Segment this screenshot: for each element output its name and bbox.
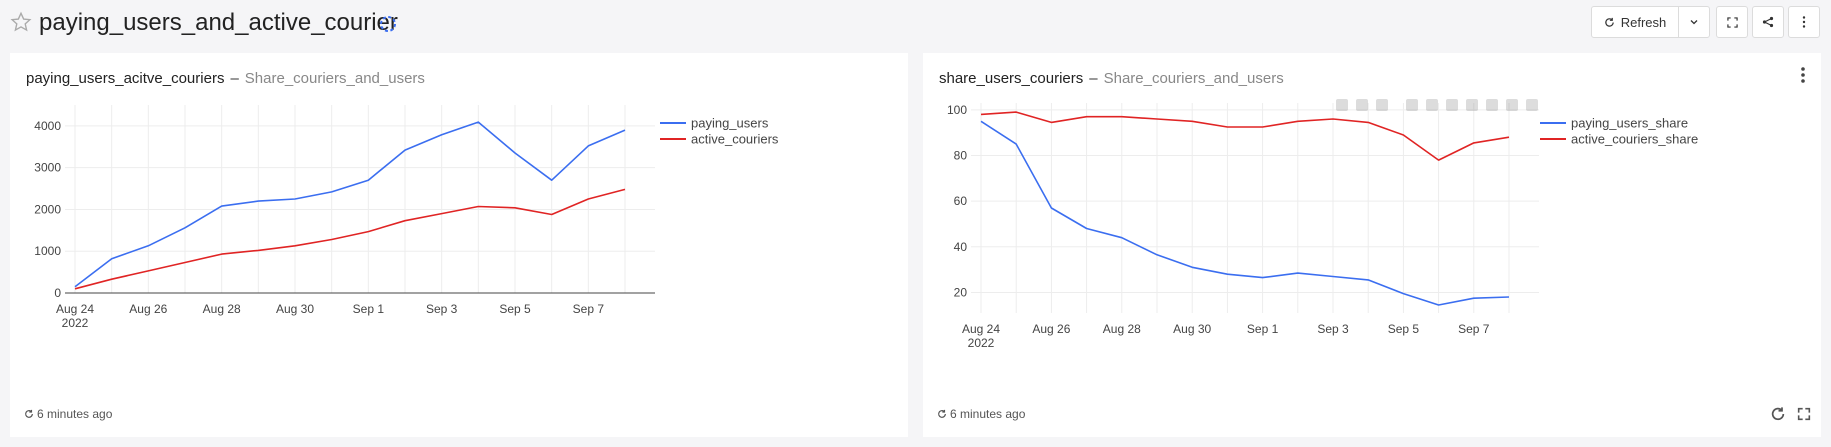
panel-title: share_users_couriers – Share_couriers_and_… bbox=[939, 70, 1284, 87]
last-updated-text: 6 minutes ago bbox=[950, 407, 1026, 421]
fullscreen-button[interactable] bbox=[1716, 6, 1748, 38]
pan-icon[interactable] bbox=[1376, 99, 1388, 111]
y-tick-label: 3000 bbox=[34, 161, 61, 175]
y-tick-label: 1000 bbox=[34, 244, 61, 258]
fullscreen-icon bbox=[1726, 16, 1738, 28]
x-tick-label: Aug 30 bbox=[1173, 322, 1211, 336]
title-separator: – bbox=[1089, 70, 1098, 87]
x-tick-label: Sep 5 bbox=[499, 302, 531, 316]
refresh-options-button[interactable] bbox=[1678, 6, 1710, 38]
x-tick-label: Aug 26 bbox=[129, 302, 167, 316]
refresh-label: Refresh bbox=[1620, 14, 1667, 30]
panel-menu-icon[interactable] bbox=[1795, 65, 1811, 85]
last-updated[interactable]: 6 minutes ago bbox=[937, 407, 1025, 421]
hover-icon[interactable] bbox=[1506, 99, 1518, 111]
x-tick-label: Aug 30 bbox=[276, 302, 314, 316]
x-tick-label: Aug 28 bbox=[203, 302, 241, 316]
panel-dashboard-name[interactable]: Share_couriers_and_users bbox=[244, 70, 425, 87]
y-tick-label: 60 bbox=[954, 194, 968, 208]
x-tick-label: Sep 5 bbox=[1388, 322, 1420, 336]
x-tick-label: Sep 3 bbox=[426, 302, 458, 316]
x-tick-label: Aug 24 bbox=[962, 322, 1000, 336]
home-icon[interactable] bbox=[1466, 99, 1478, 111]
star-icon[interactable] bbox=[10, 11, 32, 33]
y-tick-label: 100 bbox=[947, 103, 967, 117]
autoscale-icon[interactable] bbox=[1446, 99, 1458, 111]
x-tick-label: Sep 7 bbox=[573, 302, 605, 316]
zoom-icon[interactable] bbox=[1356, 99, 1368, 111]
panel-dashboard-name[interactable]: Share_couriers_and_users bbox=[1103, 70, 1284, 87]
x-tick-label: Sep 1 bbox=[353, 302, 385, 316]
spike-icon[interactable] bbox=[1486, 99, 1498, 111]
y-tick-label: 0 bbox=[54, 286, 61, 300]
y-tick-label: 80 bbox=[954, 149, 968, 163]
panel-query-name[interactable]: share_users_couriers bbox=[939, 70, 1084, 87]
refresh-button[interactable]: Refresh bbox=[1591, 6, 1679, 38]
share-button[interactable] bbox=[1752, 6, 1784, 38]
x-tick-label: Sep 3 bbox=[1317, 322, 1349, 336]
last-updated[interactable]: 6 minutes ago bbox=[24, 407, 112, 421]
legend-label[interactable]: paying_users bbox=[691, 116, 769, 131]
x-tick-label: Aug 24 bbox=[56, 302, 94, 316]
y-tick-label: 20 bbox=[954, 285, 968, 299]
expand-panel-icon[interactable] bbox=[1796, 406, 1812, 422]
dashboard-header: paying_users_and_active_courier Refresh bbox=[0, 0, 1831, 48]
x-tick-label: Sep 1 bbox=[1247, 322, 1279, 336]
legend-label[interactable]: active_couriers_share bbox=[1571, 132, 1698, 147]
panel-query-name[interactable]: paying_users_acitve_couriers bbox=[26, 70, 225, 87]
title-separator: – bbox=[230, 70, 239, 87]
zoom-in-icon[interactable] bbox=[1406, 99, 1418, 111]
refresh-icon bbox=[25, 409, 33, 418]
series-line-paying_users[interactable] bbox=[74, 121, 626, 288]
x-tick-label: Sep 7 bbox=[1458, 322, 1490, 336]
series-line-active_couriers[interactable] bbox=[74, 188, 626, 290]
page-title: paying_users_and_active_courier bbox=[39, 9, 398, 36]
more-options-button[interactable] bbox=[1788, 6, 1820, 38]
legend-label[interactable]: active_couriers bbox=[691, 132, 779, 147]
zoom-out-icon[interactable] bbox=[1426, 99, 1438, 111]
chevron-down-icon bbox=[1690, 20, 1698, 25]
y-tick-label: 40 bbox=[954, 240, 968, 254]
chart-panel-share: share_users_couriers – Share_couriers_and_… bbox=[923, 53, 1821, 437]
refresh-icon bbox=[938, 409, 946, 418]
chart-toolbar[interactable] bbox=[1336, 99, 1538, 111]
x-tick-label: Aug 26 bbox=[1032, 322, 1070, 336]
series-line-paying_users_share[interactable] bbox=[980, 120, 1510, 306]
refresh-panel-icon[interactable] bbox=[1770, 406, 1786, 422]
x-tick-label: 2022 bbox=[968, 336, 995, 350]
loading-spinner-icon bbox=[380, 16, 396, 32]
x-tick-label: Aug 28 bbox=[1103, 322, 1141, 336]
chart-panel-paying-users: paying_users_acitve_couriers – Share_couri… bbox=[10, 53, 908, 437]
refresh-icon bbox=[1605, 17, 1614, 27]
series-line-active_couriers_share[interactable] bbox=[980, 111, 1510, 161]
share-icon bbox=[1762, 16, 1774, 28]
legend-label[interactable]: paying_users_share bbox=[1571, 116, 1688, 131]
kebab-menu-icon bbox=[1802, 16, 1806, 28]
x-tick-label: 2022 bbox=[62, 316, 89, 330]
compare-icon[interactable] bbox=[1526, 99, 1538, 111]
y-tick-label: 2000 bbox=[34, 202, 61, 216]
camera-icon[interactable] bbox=[1336, 99, 1348, 111]
y-tick-label: 4000 bbox=[34, 119, 61, 133]
panel-title: paying_users_acitve_couriers – Share_couri… bbox=[26, 70, 425, 87]
last-updated-text: 6 minutes ago bbox=[37, 407, 113, 421]
